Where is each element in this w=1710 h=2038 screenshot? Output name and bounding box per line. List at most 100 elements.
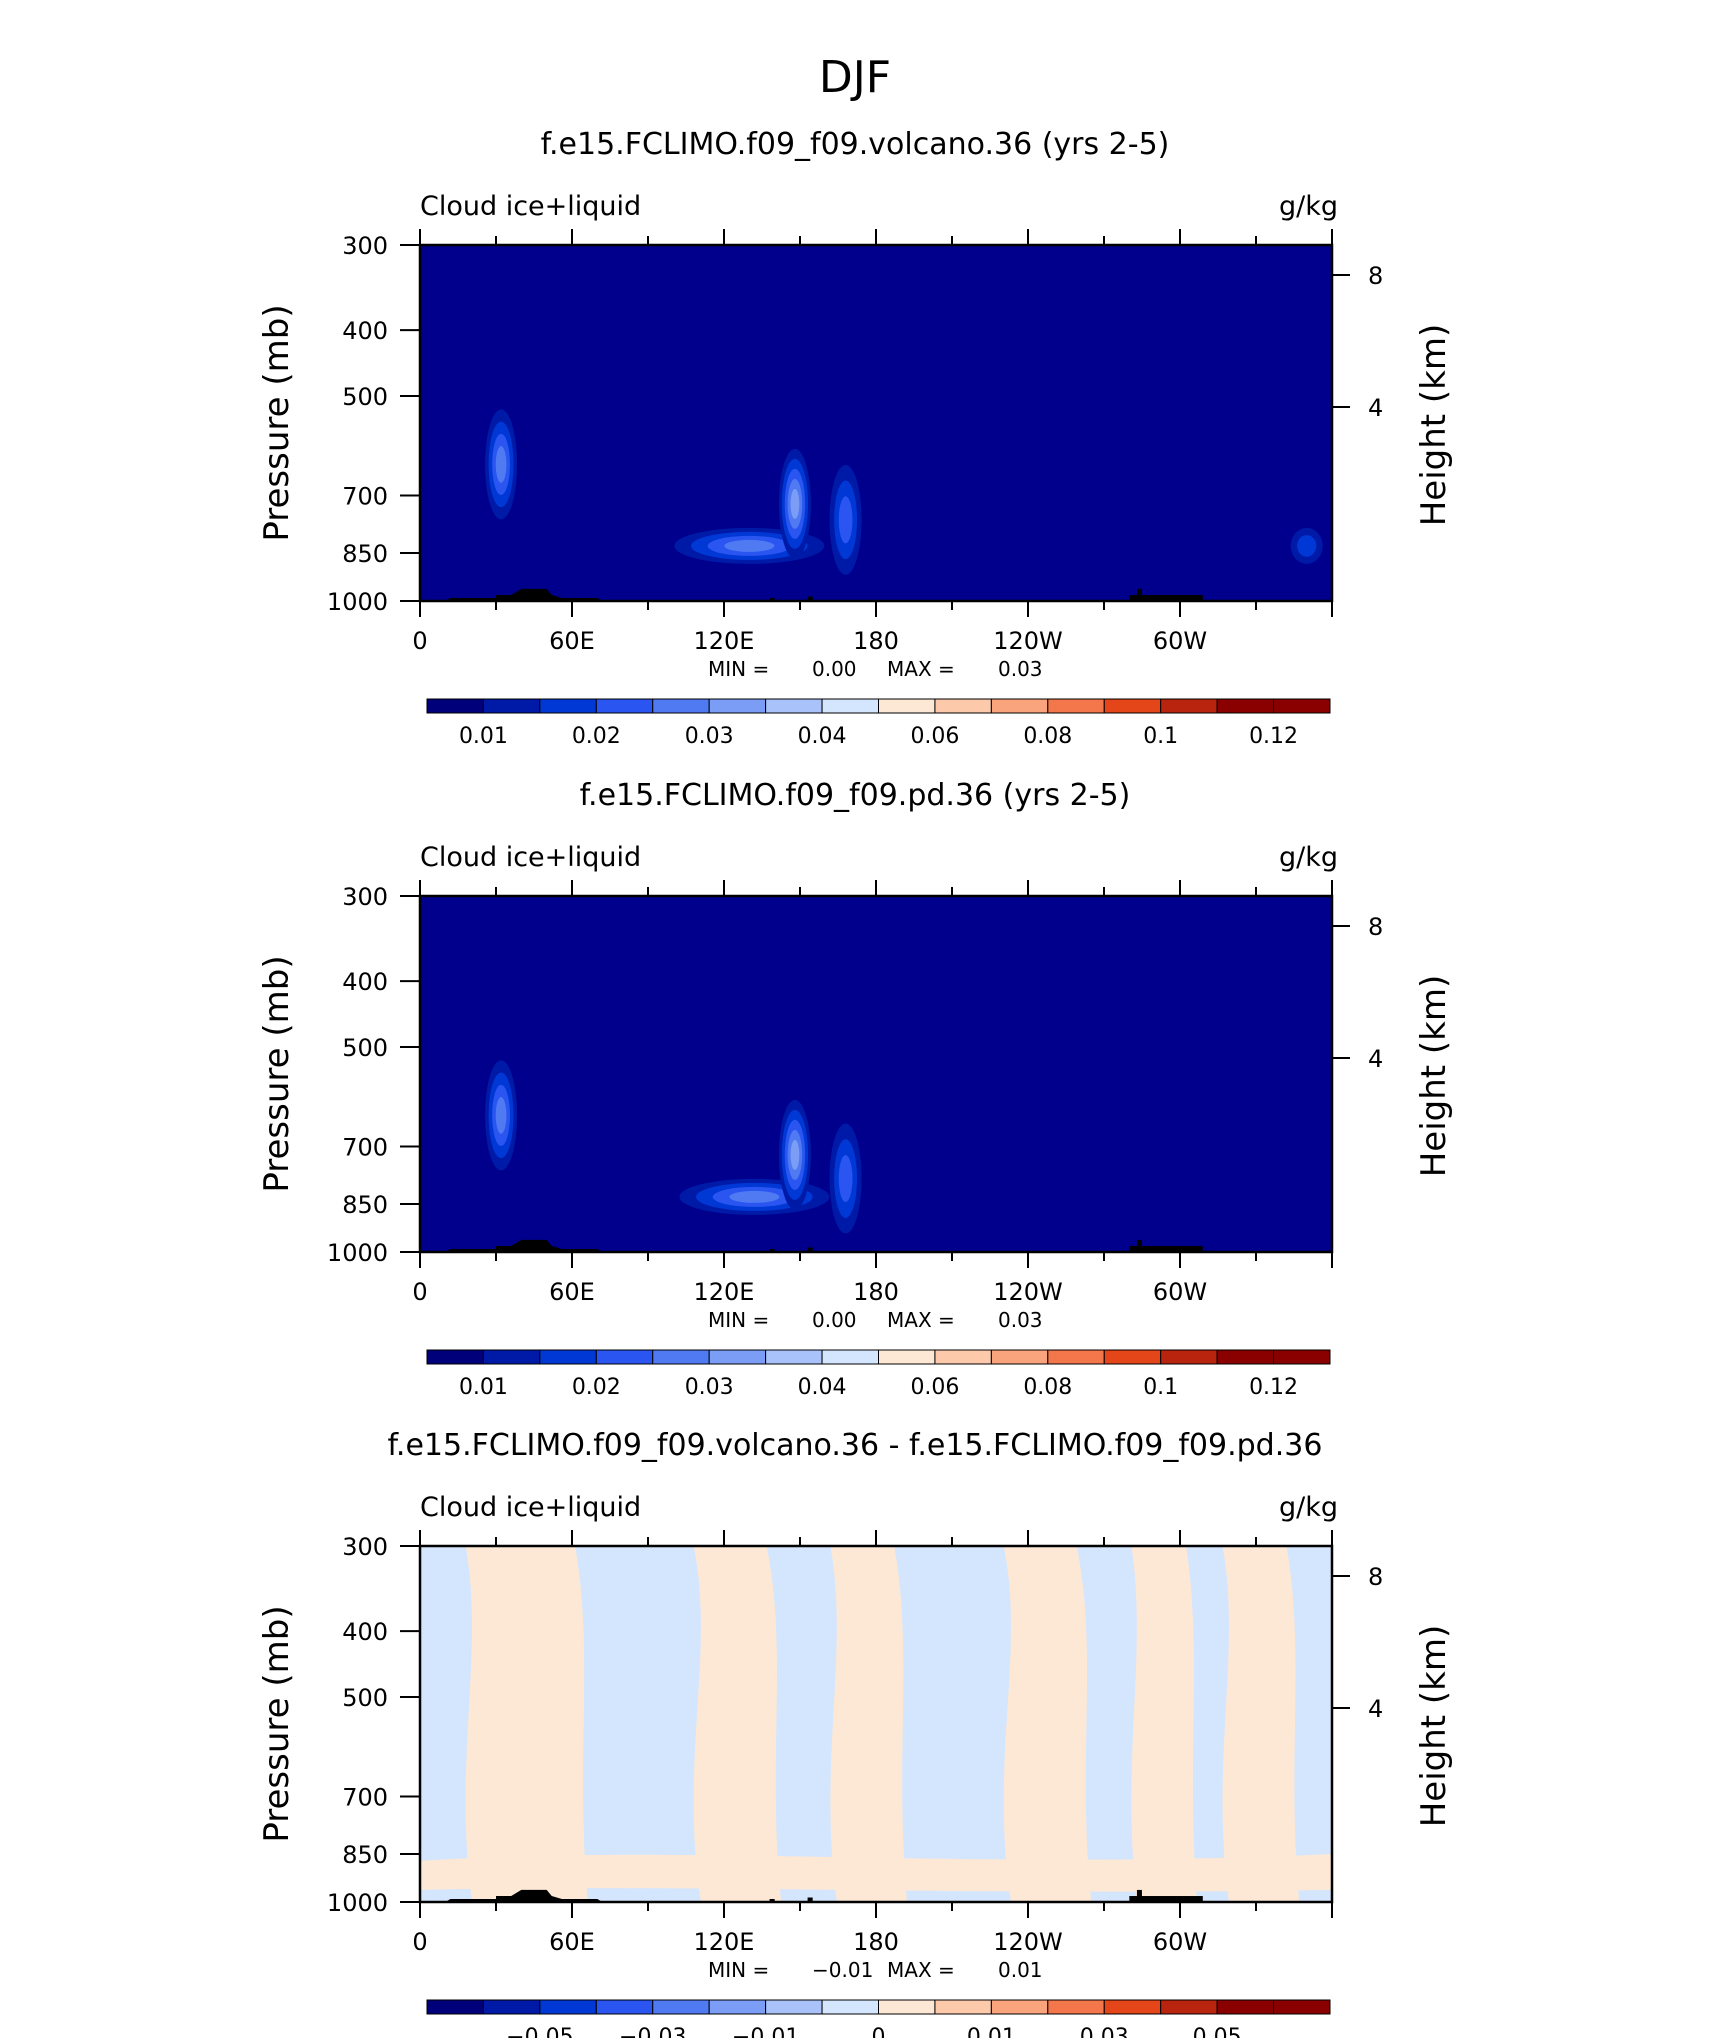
panel-title: f.e15.FCLIMO.f09_f09.volcano.36 (yrs 2-5… bbox=[541, 127, 1170, 162]
colorbar-tick-label: 0.02 bbox=[572, 1375, 621, 1400]
colorbar-cell bbox=[990, 1349, 1049, 1365]
colorbar-cell bbox=[426, 1349, 484, 1365]
x-tick-label: 60E bbox=[549, 627, 595, 655]
contour-level bbox=[724, 539, 775, 552]
y-tick-label: 1000 bbox=[327, 1889, 388, 1917]
colorbar-cell bbox=[1047, 698, 1105, 714]
x-tick-label: 120W bbox=[993, 627, 1063, 655]
units-label: g/kg bbox=[1279, 1492, 1338, 1523]
min-label: MIN = bbox=[708, 1308, 769, 1332]
terrain-mask bbox=[1136, 1239, 1142, 1252]
colorbar-tick-label: 0.01 bbox=[459, 1375, 508, 1400]
colorbar-cell bbox=[1273, 1349, 1331, 1365]
x-tick-label: 180 bbox=[853, 1278, 899, 1306]
colorbar-cell bbox=[990, 698, 1049, 714]
colorbar-cell bbox=[1273, 1999, 1331, 2015]
x-tick-label: 60E bbox=[549, 1278, 595, 1306]
diff-positive-area bbox=[511, 1546, 588, 1902]
contour-level bbox=[729, 1190, 780, 1203]
colorbar-cell bbox=[652, 698, 710, 714]
colorbar-tick-label: 0.08 bbox=[1023, 724, 1072, 749]
x-tick-label: 180 bbox=[853, 1928, 899, 1956]
colorbar-cell bbox=[595, 698, 654, 714]
y-tick-label: 500 bbox=[342, 1034, 388, 1062]
colorbar-cell bbox=[765, 698, 823, 714]
y-tick-label: 400 bbox=[342, 317, 388, 345]
contour-field bbox=[420, 245, 1332, 601]
x-tick-label: 120E bbox=[694, 1928, 755, 1956]
colorbar-cell bbox=[990, 1999, 1049, 2015]
y-tick-label: 700 bbox=[342, 1134, 388, 1162]
x-tick-label: 0 bbox=[412, 1278, 427, 1306]
colorbar-cell bbox=[878, 1999, 936, 2015]
y-tick-label: 700 bbox=[342, 1784, 388, 1812]
colorbar-cell bbox=[1216, 1999, 1275, 2015]
colorbar-tick-label: 0.02 bbox=[572, 724, 621, 749]
terrain-mask bbox=[1129, 595, 1203, 601]
max-label: MAX = bbox=[887, 1308, 955, 1332]
colorbar: 0.01 0.02 0.03 0.04 0.06 0.08 0.1 0.12 bbox=[426, 1349, 1331, 1400]
y-tick-label: 300 bbox=[342, 232, 388, 260]
y-tick-label: 300 bbox=[342, 1533, 388, 1561]
colorbar-cell bbox=[595, 1999, 654, 2015]
panel-title: f.e15.FCLIMO.f09_f09.pd.36 (yrs 2-5) bbox=[580, 778, 1131, 813]
variable-label: Cloud ice+liquid bbox=[420, 191, 641, 222]
colorbar-tick-label: 0.05 bbox=[1193, 2025, 1242, 2038]
x-tick-label: 0 bbox=[412, 1928, 427, 1956]
y2-axis-title: Height (km) bbox=[1414, 324, 1454, 527]
contour-level bbox=[838, 496, 853, 544]
colorbar-tick-label: 0.03 bbox=[1080, 2025, 1129, 2038]
colorbar-tick-label: 0.04 bbox=[798, 724, 847, 749]
y-tick-label: 850 bbox=[342, 1841, 388, 1869]
colorbar-cell bbox=[934, 1999, 992, 2015]
colorbar-cell bbox=[482, 698, 541, 714]
colorbar-cell bbox=[1047, 1999, 1105, 2015]
panel-title: f.e15.FCLIMO.f09_f09.volcano.36 - f.e15.… bbox=[388, 1428, 1323, 1463]
y2-tick-label: 4 bbox=[1368, 1695, 1383, 1723]
colorbar-cell bbox=[652, 1349, 710, 1365]
field-background bbox=[420, 896, 1332, 1252]
y2-tick-label: 4 bbox=[1368, 394, 1383, 422]
min-label: MIN = bbox=[708, 657, 769, 681]
colorbar-tick-label: 0.06 bbox=[910, 1375, 959, 1400]
colorbar-cell bbox=[482, 1999, 541, 2015]
colorbar-cell bbox=[1160, 698, 1218, 714]
y-axis-title: Pressure (mb) bbox=[257, 1605, 297, 1842]
contour-level bbox=[1297, 535, 1317, 557]
y2-tick-label: 8 bbox=[1368, 1563, 1383, 1591]
colorbar-tick-label: −0.01 bbox=[732, 2025, 799, 2038]
field-background bbox=[420, 245, 1332, 601]
contour-field bbox=[420, 896, 1332, 1252]
colorbar-cell bbox=[595, 1349, 654, 1365]
max-value: 0.03 bbox=[998, 657, 1043, 681]
y2-tick-label: 4 bbox=[1368, 1045, 1383, 1073]
x-tick-label: 60W bbox=[1153, 627, 1207, 655]
colorbar-cell bbox=[1216, 698, 1275, 714]
colorbar-cell bbox=[708, 1349, 767, 1365]
figure-title: DJF bbox=[819, 52, 891, 103]
max-label: MAX = bbox=[887, 1958, 955, 1982]
colorbar: 0.01 0.02 0.03 0.04 0.06 0.08 0.1 0.12 bbox=[426, 698, 1331, 749]
colorbar-cell bbox=[539, 698, 597, 714]
diff-positive-area bbox=[1131, 1546, 1198, 1902]
contour-level bbox=[790, 488, 800, 519]
y2-axis-title: Height (km) bbox=[1414, 975, 1454, 1178]
colorbar-cell bbox=[934, 698, 992, 714]
max-label: MAX = bbox=[887, 657, 955, 681]
terrain-mask bbox=[1136, 588, 1142, 601]
max-value: 0.03 bbox=[998, 1308, 1043, 1332]
y-axis-title: Pressure (mb) bbox=[257, 304, 297, 541]
colorbar-tick-label: 0.06 bbox=[910, 724, 959, 749]
diff-positive-area bbox=[1003, 1546, 1092, 1902]
diff-positive-area bbox=[693, 1546, 782, 1902]
colorbar-cell bbox=[1103, 1999, 1162, 2015]
colorbar-cell bbox=[765, 1999, 823, 2015]
colorbar-tick-label: 0.01 bbox=[967, 2025, 1016, 2038]
colorbar-cell bbox=[708, 698, 767, 714]
variable-label: Cloud ice+liquid bbox=[420, 842, 641, 873]
y-tick-label: 700 bbox=[342, 483, 388, 511]
colorbar-tick-label: 0.03 bbox=[685, 724, 734, 749]
units-label: g/kg bbox=[1279, 191, 1338, 222]
y-tick-label: 300 bbox=[342, 883, 388, 911]
